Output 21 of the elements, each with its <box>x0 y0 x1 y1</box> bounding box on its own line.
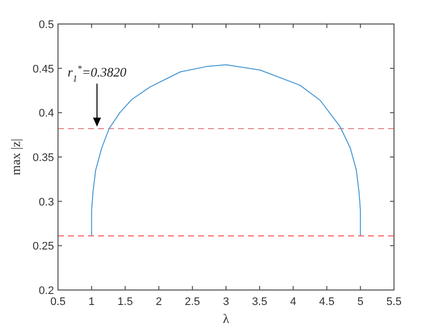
x-axis-title: λ <box>222 311 230 326</box>
x-tick-label: 5.5 <box>386 296 402 308</box>
x-tick-label: 3.5 <box>252 296 268 308</box>
x-tick-label: 4 <box>290 296 296 308</box>
annotation: r$_{1}$$^{*}$=0.3820 <box>68 64 127 84</box>
y-axis-title: max |z| <box>8 138 23 176</box>
x-tick-label: 1 <box>88 296 95 308</box>
y-tick-label: 0.45 <box>32 63 54 76</box>
y-tick-label: 0.4 <box>38 108 54 120</box>
x-tick-label: 2.5 <box>184 296 200 308</box>
y-tick-label: 0.3 <box>38 196 54 208</box>
x-tick-label: 3 <box>222 296 230 308</box>
y-tick-label: 0.5 <box>38 19 54 31</box>
x-tick-label: 2 <box>156 296 162 308</box>
y-tick-label: 0.35 <box>32 152 54 164</box>
x-tick-label: 1.5 <box>118 296 133 308</box>
y-tick-label: 0.2 <box>38 285 54 297</box>
y-tick-label: 0.25 <box>32 240 54 253</box>
x-tick-label: 5 <box>357 296 364 308</box>
x-tick-label: 4.5 <box>319 296 334 308</box>
x-tick-label: 0.5 <box>50 296 66 308</box>
